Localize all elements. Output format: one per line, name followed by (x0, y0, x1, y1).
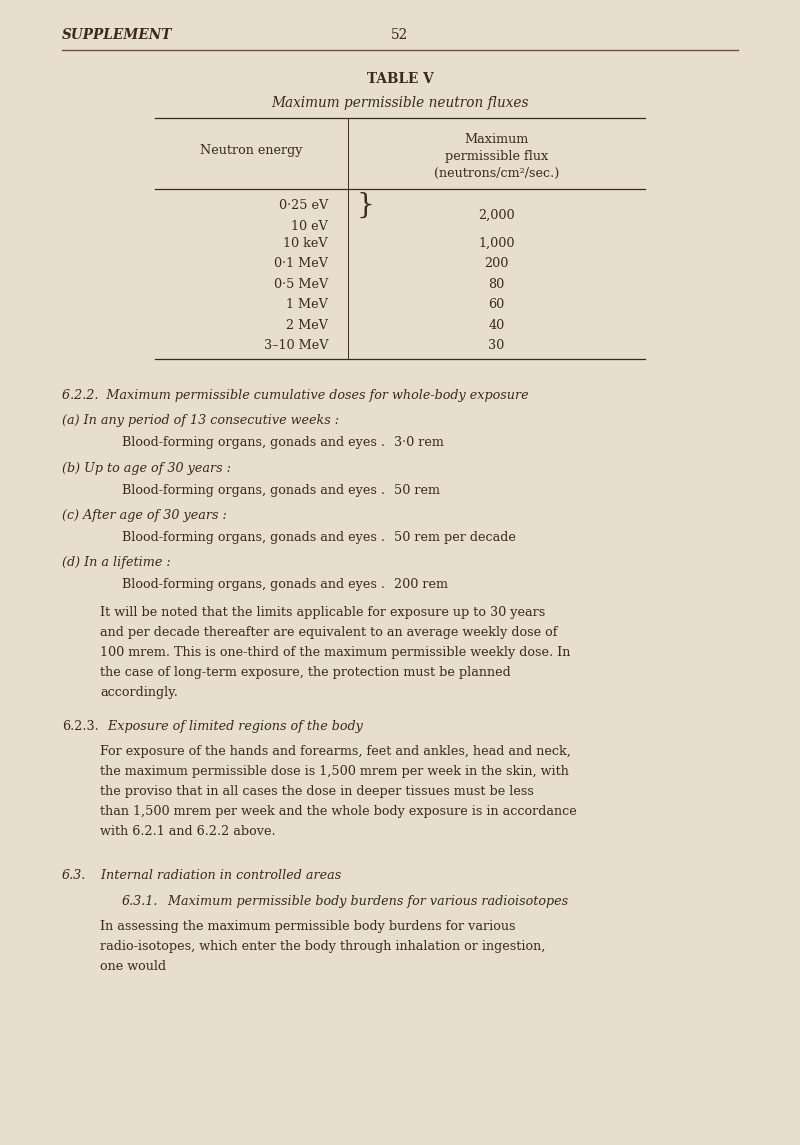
Text: (a) In any period of 13 consecutive weeks :: (a) In any period of 13 consecutive week… (62, 414, 339, 427)
Text: (d) In a lifetime :: (d) In a lifetime : (62, 556, 170, 569)
Text: 2,000: 2,000 (478, 208, 515, 222)
Text: It will be noted that the limits applicable for exposure up to 30 years: It will be noted that the limits applica… (100, 606, 546, 618)
Text: with 6.2.1 and 6.2.2 above.: with 6.2.1 and 6.2.2 above. (100, 826, 276, 838)
Text: 200 rem: 200 rem (394, 578, 448, 591)
Text: 6.2.2.  Maximum permissible cumulative doses for whole-body exposure: 6.2.2. Maximum permissible cumulative do… (62, 389, 529, 402)
Text: 60: 60 (488, 299, 505, 311)
Text: the proviso that in all cases the dose in deeper tissues must be less: the proviso that in all cases the dose i… (100, 785, 534, 798)
Text: Blood-forming organs, gonads and eyes .: Blood-forming organs, gonads and eyes . (122, 483, 385, 497)
Text: the case of long-term exposure, the protection must be planned: the case of long-term exposure, the prot… (100, 665, 510, 679)
Text: 30: 30 (488, 339, 505, 353)
Text: 6.2.3.: 6.2.3. (62, 719, 98, 733)
Text: (b) Up to age of 30 years :: (b) Up to age of 30 years : (62, 461, 231, 475)
Text: Exposure of limited regions of the body: Exposure of limited regions of the body (104, 719, 363, 733)
Text: 50 rem: 50 rem (394, 483, 440, 497)
Text: Maximum permissible neutron fluxes: Maximum permissible neutron fluxes (271, 96, 529, 110)
Text: For exposure of the hands and forearms, feet and ankles, head and neck,: For exposure of the hands and forearms, … (100, 745, 571, 758)
Text: 1 MeV: 1 MeV (286, 299, 328, 311)
Text: Maximum: Maximum (464, 133, 529, 147)
Text: 100 mrem. This is one-third of the maximum permissible weekly dose. In: 100 mrem. This is one-third of the maxim… (100, 646, 570, 658)
Text: 2 MeV: 2 MeV (286, 319, 328, 332)
Text: Neutron energy: Neutron energy (200, 143, 302, 157)
Text: 200: 200 (484, 258, 509, 270)
Text: Blood-forming organs, gonads and eyes .: Blood-forming organs, gonads and eyes . (122, 436, 385, 449)
Text: 1,000: 1,000 (478, 237, 514, 250)
Text: 6.3.: 6.3. (62, 869, 86, 882)
Text: and per decade thereafter are equivalent to an average weekly dose of: and per decade thereafter are equivalent… (100, 625, 558, 639)
Text: }: } (356, 191, 374, 219)
Text: SUPPLEMENT: SUPPLEMENT (62, 27, 172, 42)
Text: Maximum permissible body burdens for various radioisotopes: Maximum permissible body burdens for var… (160, 894, 568, 908)
Text: permissible flux: permissible flux (445, 150, 548, 163)
Text: 3–10 MeV: 3–10 MeV (263, 339, 328, 353)
Text: In assessing the maximum permissible body burdens for various: In assessing the maximum permissible bod… (100, 921, 515, 933)
Text: 52: 52 (391, 27, 409, 42)
Text: TABLE V: TABLE V (366, 72, 434, 86)
Text: accordingly.: accordingly. (100, 686, 178, 698)
Text: 0·1 MeV: 0·1 MeV (274, 258, 328, 270)
Text: 10 eV: 10 eV (291, 220, 328, 232)
Text: 0·25 eV: 0·25 eV (278, 199, 328, 212)
Text: radio-isotopes, which enter the body through inhalation or ingestion,: radio-isotopes, which enter the body thr… (100, 940, 546, 953)
Text: Internal radiation in controlled areas: Internal radiation in controlled areas (93, 869, 342, 882)
Text: one would: one would (100, 961, 166, 973)
Text: 6.3.1.: 6.3.1. (122, 894, 158, 908)
Text: (c) After age of 30 years :: (c) After age of 30 years : (62, 510, 226, 522)
Text: 0·5 MeV: 0·5 MeV (274, 278, 328, 291)
Text: Blood-forming organs, gonads and eyes .: Blood-forming organs, gonads and eyes . (122, 578, 385, 591)
Text: 10 keV: 10 keV (283, 237, 328, 250)
Text: 40: 40 (488, 319, 505, 332)
Text: Blood-forming organs, gonads and eyes .: Blood-forming organs, gonads and eyes . (122, 531, 385, 544)
Text: 80: 80 (488, 278, 505, 291)
Text: 50 rem per decade: 50 rem per decade (394, 531, 516, 544)
Text: 3·0 rem: 3·0 rem (394, 436, 444, 449)
Text: than 1,500 mrem per week and the whole body exposure is in accordance: than 1,500 mrem per week and the whole b… (100, 805, 577, 818)
Text: the maximum permissible dose is 1,500 mrem per week in the skin, with: the maximum permissible dose is 1,500 mr… (100, 765, 569, 779)
Text: (neutrons/cm²/sec.): (neutrons/cm²/sec.) (434, 167, 559, 180)
